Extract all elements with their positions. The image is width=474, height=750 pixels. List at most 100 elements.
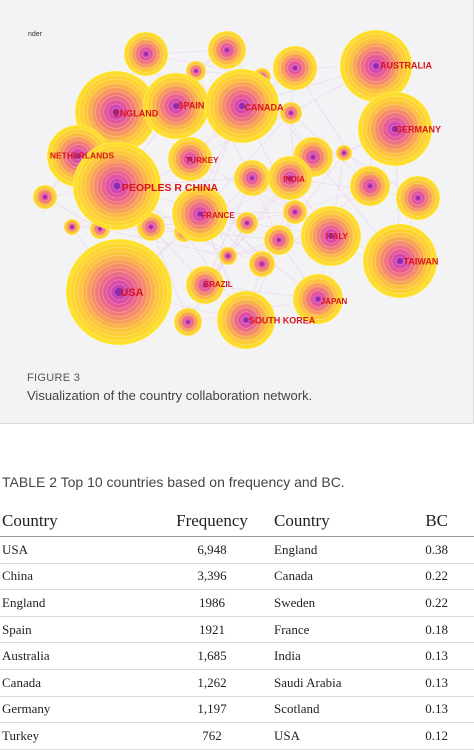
cell-frequency: 1921 bbox=[152, 616, 272, 644]
network-node-small bbox=[335, 144, 353, 162]
network-labels: AUSTRALIA ENGLAND SPAIN CANADA GERMANY NETHER… bbox=[50, 60, 441, 325]
network-node bbox=[267, 155, 313, 201]
network-node-small bbox=[173, 307, 203, 337]
cell-country-bc: India bbox=[272, 642, 414, 670]
network-node bbox=[292, 273, 344, 325]
network-node-small bbox=[248, 250, 276, 278]
network-node-small bbox=[282, 199, 308, 225]
cell-country-bc: Canada bbox=[272, 563, 414, 591]
node-label: SPAIN bbox=[178, 100, 205, 110]
network-node-small bbox=[235, 211, 259, 235]
network-node-small bbox=[349, 165, 391, 207]
node-label: TURKEY bbox=[186, 156, 220, 165]
node-label: ITALY bbox=[326, 232, 348, 241]
network-node-small bbox=[279, 101, 303, 125]
table-header-row: Country Frequency Country BC bbox=[0, 506, 474, 537]
node-label: SOUTH KOREA bbox=[249, 315, 316, 325]
cell-country: Turkey bbox=[0, 722, 152, 750]
network-nodes bbox=[32, 29, 441, 350]
network-node-small bbox=[233, 159, 271, 197]
collaboration-link bbox=[204, 177, 253, 286]
node-label: JAPAN bbox=[321, 297, 348, 306]
network-node bbox=[142, 72, 210, 140]
node-label: GERMANY bbox=[395, 124, 441, 134]
header-country-bc: Country bbox=[272, 506, 414, 537]
node-label: ENGLAND bbox=[114, 108, 159, 118]
cell-country-bc: France bbox=[272, 616, 414, 644]
header-frequency: Frequency bbox=[152, 506, 272, 537]
network-node-small bbox=[123, 31, 169, 77]
node-label: BRAZIL bbox=[203, 280, 232, 289]
node-label: CANADA bbox=[245, 102, 284, 112]
cell-frequency: 6,948 bbox=[152, 536, 272, 564]
cell-country-bc: Saudi Arabia bbox=[272, 669, 414, 697]
node-label: TAIWAN bbox=[404, 256, 439, 266]
cell-bc: 0.13 bbox=[414, 696, 474, 724]
network-node-small bbox=[272, 45, 318, 91]
network-node bbox=[171, 185, 229, 243]
network-node-small bbox=[207, 30, 247, 70]
cell-frequency: 1,262 bbox=[152, 669, 272, 697]
cell-country-bc: Sweden bbox=[272, 589, 414, 617]
cell-bc: 0.13 bbox=[414, 642, 474, 670]
cell-frequency: 1986 bbox=[152, 589, 272, 617]
cell-bc: 0.38 bbox=[414, 536, 474, 564]
table-row: Australia 1,685 India 0.13 bbox=[0, 642, 474, 670]
cell-country: Canada bbox=[0, 669, 152, 697]
table-caption: TABLE 2 Top 10 countries based on freque… bbox=[2, 474, 345, 490]
network-node bbox=[357, 91, 433, 167]
network-node-small bbox=[63, 218, 81, 236]
cell-bc: 0.18 bbox=[414, 616, 474, 644]
collaboration-link bbox=[150, 226, 189, 323]
cell-bc: 0.13 bbox=[414, 669, 474, 697]
network-node bbox=[300, 205, 362, 267]
table-row: Germany 1,197 Scotland 0.13 bbox=[0, 696, 474, 724]
cell-bc: 0.12 bbox=[414, 722, 474, 750]
top-countries-table: Country Frequency Country BC USA 6,948 E… bbox=[0, 506, 474, 750]
node-label: INDIA bbox=[283, 175, 305, 184]
cell-country: USA bbox=[0, 536, 152, 564]
cell-frequency: 1,197 bbox=[152, 696, 272, 724]
network-node-small bbox=[32, 184, 58, 210]
cell-country-bc: England bbox=[272, 536, 414, 564]
table-row: Canada 1,262 Saudi Arabia 0.13 bbox=[0, 669, 474, 697]
network-node-small bbox=[263, 224, 295, 256]
collaboration-link bbox=[278, 152, 345, 241]
cell-country-bc: Scotland bbox=[272, 696, 414, 724]
cell-country: England bbox=[0, 589, 152, 617]
table-row: USA 6,948 England 0.38 bbox=[0, 536, 474, 564]
collaboration-network: AUSTRALIA ENGLAND SPAIN CANADA GERMANY NETHER… bbox=[28, 29, 441, 350]
table-row: England 1986 Sweden 0.22 bbox=[0, 589, 474, 617]
collaboration-link bbox=[294, 67, 371, 187]
node-label: PEOPLES R CHINA bbox=[122, 182, 219, 194]
node-label: NETHERLANDS bbox=[50, 150, 115, 160]
node-label: AUSTRALIA bbox=[380, 60, 432, 70]
network-node bbox=[216, 290, 276, 350]
header-bc: BC bbox=[414, 506, 474, 537]
cell-bc: 0.22 bbox=[414, 563, 474, 591]
collaboration-link bbox=[99, 228, 229, 257]
cell-country-bc: USA bbox=[272, 722, 414, 750]
figure-label: FIGURE 3 bbox=[27, 372, 81, 384]
network-node-small bbox=[395, 175, 441, 221]
figure-caption: Visualization of the country collaborati… bbox=[27, 388, 313, 403]
network-node bbox=[185, 265, 225, 305]
network-node bbox=[362, 223, 438, 299]
cell-frequency: 1,685 bbox=[152, 642, 272, 670]
cell-frequency: 762 bbox=[152, 722, 272, 750]
cell-country: Germany bbox=[0, 696, 152, 724]
cell-country: Australia bbox=[0, 642, 152, 670]
cell-bc: 0.22 bbox=[414, 589, 474, 617]
network-node bbox=[167, 136, 213, 182]
node-label: USA bbox=[120, 287, 143, 299]
network-node bbox=[339, 29, 413, 103]
header-country: Country bbox=[0, 506, 152, 537]
network-node bbox=[204, 68, 280, 144]
figure-corner-text: nder bbox=[28, 31, 43, 38]
network-node-small bbox=[218, 246, 238, 266]
node-label: FRANCE bbox=[201, 211, 235, 220]
network-node bbox=[72, 141, 162, 231]
figure-panel: AUSTRALIA ENGLAND SPAIN CANADA GERMANY NETHER… bbox=[0, 0, 474, 424]
cell-frequency: 3,396 bbox=[152, 563, 272, 591]
cell-country: China bbox=[0, 563, 152, 591]
